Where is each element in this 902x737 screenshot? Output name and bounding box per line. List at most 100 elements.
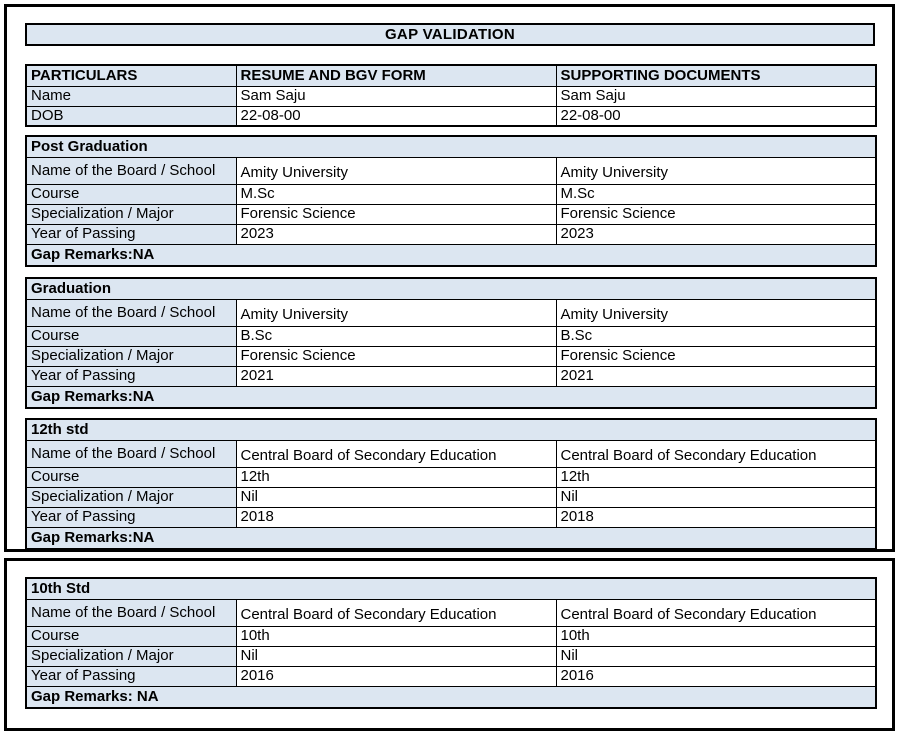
course-resume-cell: 12th xyxy=(235,466,557,488)
section-header-row: Graduation xyxy=(25,277,877,300)
board-label-cell: Name of the Board / School xyxy=(25,598,237,627)
page-frame-top: GAP VALIDATION PARTICULARS RESUME AND BG… xyxy=(4,4,895,552)
specialization-label-cell: Specialization / Major xyxy=(25,345,237,367)
year-resume-cell: 2018 xyxy=(235,506,557,528)
specialization-label-cell: Specialization / Major xyxy=(25,203,237,225)
page-frame-bottom: 10th Std Name of the Board / School Cent… xyxy=(4,558,895,731)
table-row-board: Name of the Board / School Central Board… xyxy=(25,598,877,627)
year-supporting-cell: 2021 xyxy=(555,365,877,387)
table-row-specialization: Specialization / Major Nil Nil xyxy=(25,645,877,667)
section-title-12th-std: 12th std xyxy=(25,418,877,441)
specialization-resume-cell: Nil xyxy=(235,645,557,667)
year-resume-cell: 2016 xyxy=(235,665,557,687)
table-row-specialization: Specialization / Major Forensic Science … xyxy=(25,345,877,367)
board-label-cell: Name of the Board / School xyxy=(25,156,237,185)
section-title-10th-std: 10th Std xyxy=(25,577,877,600)
year-supporting-cell: 2023 xyxy=(555,223,877,245)
year-resume-cell: 2023 xyxy=(235,223,557,245)
board-resume-cell: Amity University xyxy=(235,156,557,185)
year-supporting-cell: 2018 xyxy=(555,506,877,528)
board-resume-cell: Amity University xyxy=(235,298,557,327)
course-resume-cell: M.Sc xyxy=(235,183,557,205)
board-resume-cell: Central Board of Secondary Education xyxy=(235,439,557,468)
specialization-resume-cell: Nil xyxy=(235,486,557,508)
name-supporting-cell: Sam Saju xyxy=(555,85,877,107)
particulars-table: PARTICULARS RESUME AND BGV FORM SUPPORTI… xyxy=(25,64,877,127)
table-row-year: Year of Passing 2018 2018 xyxy=(25,506,877,528)
specialization-supporting-cell: Forensic Science xyxy=(555,345,877,367)
course-label-cell: Course xyxy=(25,183,237,205)
specialization-label-cell: Specialization / Major xyxy=(25,645,237,667)
year-label-cell: Year of Passing xyxy=(25,223,237,245)
course-resume-cell: 10th xyxy=(235,625,557,647)
table-row-specialization: Specialization / Major Nil Nil xyxy=(25,486,877,508)
name-label-cell: Name xyxy=(25,85,237,107)
specialization-resume-cell: Forensic Science xyxy=(235,345,557,367)
course-supporting-cell: 10th xyxy=(555,625,877,647)
document-title: GAP VALIDATION xyxy=(25,23,875,46)
gap-remarks-cell: Gap Remarks:NA xyxy=(25,385,877,409)
year-label-cell: Year of Passing xyxy=(25,365,237,387)
board-supporting-cell: Central Board of Secondary Education xyxy=(555,439,877,468)
table-row-board: Name of the Board / School Central Board… xyxy=(25,439,877,468)
gap-remarks-row: Gap Remarks:NA xyxy=(25,526,877,550)
course-supporting-cell: M.Sc xyxy=(555,183,877,205)
table-row-course: Course 12th 12th xyxy=(25,466,877,488)
table-row-course: Course B.Sc B.Sc xyxy=(25,325,877,347)
year-label-cell: Year of Passing xyxy=(25,506,237,528)
column-header-particulars: PARTICULARS xyxy=(25,64,237,87)
year-resume-cell: 2021 xyxy=(235,365,557,387)
year-supporting-cell: 2016 xyxy=(555,665,877,687)
table-row-year: Year of Passing 2016 2016 xyxy=(25,665,877,687)
specialization-supporting-cell: Forensic Science xyxy=(555,203,877,225)
section-header-row: 12th std xyxy=(25,418,877,441)
section-header-row: 10th Std xyxy=(25,577,877,600)
board-supporting-cell: Amity University xyxy=(555,156,877,185)
course-supporting-cell: B.Sc xyxy=(555,325,877,347)
gap-remarks-cell: Gap Remarks:NA xyxy=(25,243,877,267)
specialization-supporting-cell: Nil xyxy=(555,645,877,667)
board-label-cell: Name of the Board / School xyxy=(25,298,237,327)
gap-remarks-row: Gap Remarks:NA xyxy=(25,243,877,267)
dob-resume-cell: 22-08-00 xyxy=(235,105,557,127)
column-header-supporting-documents: SUPPORTING DOCUMENTS xyxy=(555,64,877,87)
board-resume-cell: Central Board of Secondary Education xyxy=(235,598,557,627)
table-row-specialization: Specialization / Major Forensic Science … xyxy=(25,203,877,225)
board-supporting-cell: Amity University xyxy=(555,298,877,327)
table-row-name: Name Sam Saju Sam Saju xyxy=(25,85,877,107)
table-row-year: Year of Passing 2023 2023 xyxy=(25,223,877,245)
course-resume-cell: B.Sc xyxy=(235,325,557,347)
table-row-board: Name of the Board / School Amity Univers… xyxy=(25,156,877,185)
specialization-label-cell: Specialization / Major xyxy=(25,486,237,508)
board-label-cell: Name of the Board / School xyxy=(25,439,237,468)
gap-remarks-row: Gap Remarks:NA xyxy=(25,385,877,409)
specialization-supporting-cell: Nil xyxy=(555,486,877,508)
course-supporting-cell: 12th xyxy=(555,466,877,488)
year-label-cell: Year of Passing xyxy=(25,665,237,687)
table-row-board: Name of the Board / School Amity Univers… xyxy=(25,298,877,327)
section-title-post-graduation: Post Graduation xyxy=(25,135,877,158)
post-graduation-table: Post Graduation Name of the Board / Scho… xyxy=(25,135,878,267)
gap-remarks-cell: Gap Remarks:NA xyxy=(25,526,877,550)
table-row-course: Course 10th 10th xyxy=(25,625,877,647)
name-resume-cell: Sam Saju xyxy=(235,85,557,107)
course-label-cell: Course xyxy=(25,625,237,647)
section-title-graduation: Graduation xyxy=(25,277,877,300)
dob-label-cell: DOB xyxy=(25,105,237,127)
specialization-resume-cell: Forensic Science xyxy=(235,203,557,225)
table-row-year: Year of Passing 2021 2021 xyxy=(25,365,877,387)
course-label-cell: Course xyxy=(25,325,237,347)
graduation-table: Graduation Name of the Board / School Am… xyxy=(25,277,878,409)
gap-remarks-cell: Gap Remarks: NA xyxy=(25,685,877,709)
course-label-cell: Course xyxy=(25,466,237,488)
gap-remarks-row: Gap Remarks: NA xyxy=(25,685,877,709)
table-header-row: PARTICULARS RESUME AND BGV FORM SUPPORTI… xyxy=(25,64,877,87)
tenth-std-table: 10th Std Name of the Board / School Cent… xyxy=(25,577,877,709)
column-header-resume-bgv: RESUME AND BGV FORM xyxy=(235,64,557,87)
table-row-course: Course M.Sc M.Sc xyxy=(25,183,877,205)
dob-supporting-cell: 22-08-00 xyxy=(555,105,877,127)
section-header-row: Post Graduation xyxy=(25,135,877,158)
table-row-dob: DOB 22-08-00 22-08-00 xyxy=(25,105,877,127)
twelfth-std-table: 12th std Name of the Board / School Cent… xyxy=(25,418,878,550)
board-supporting-cell: Central Board of Secondary Education xyxy=(555,598,877,627)
